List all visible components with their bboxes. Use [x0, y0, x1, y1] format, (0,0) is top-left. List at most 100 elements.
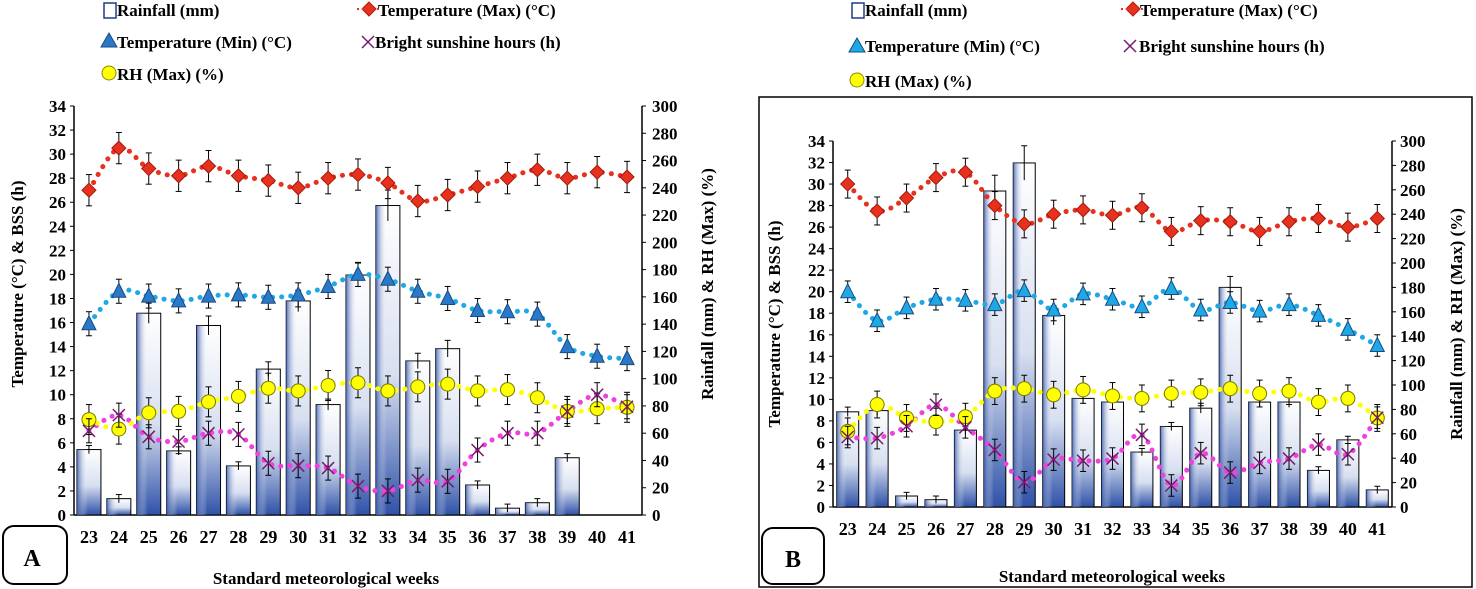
tmin-point	[1104, 287, 1121, 311]
tmax-point	[928, 163, 944, 193]
rh-points-a	[81, 367, 635, 445]
legend-rh-marker-a	[101, 65, 117, 81]
y-right-tick-label: 160	[1400, 303, 1426, 322]
tmax-point	[469, 170, 486, 203]
x-tick-label: 31	[319, 527, 337, 547]
tmax-point	[410, 184, 426, 218]
rainfall-bar	[1042, 305, 1066, 508]
tmax-point	[111, 131, 127, 165]
y-axis-left-title-a: Temperature (°C) & BSS (h)	[8, 180, 27, 387]
x-axis-title-b: Standard meteorological weeks	[999, 567, 1226, 586]
y-left-tick-label: 16	[808, 326, 825, 345]
y-left-tick-label: 10	[49, 386, 66, 405]
x-tick-label: 25	[140, 527, 158, 547]
bss-point	[441, 468, 455, 494]
tmax-points-b	[840, 157, 1385, 246]
y-left-tick-label: 20	[49, 265, 66, 284]
rainfall-bar	[1130, 447, 1154, 508]
x-tick-label: 23	[80, 527, 98, 547]
y-right-tick-label: 300	[1400, 132, 1426, 151]
tmin-point	[290, 282, 307, 308]
bss-point	[870, 426, 884, 450]
x-tick-label: 32	[1104, 519, 1122, 539]
bss-point	[1017, 470, 1031, 494]
rh-point	[290, 375, 306, 407]
x-tick-label: 39	[558, 527, 576, 547]
plot-frame-b	[758, 96, 1473, 588]
bss-point	[321, 455, 335, 481]
tmax-point	[320, 162, 336, 195]
bss-point	[201, 420, 216, 446]
legend-rh-marker-b	[849, 72, 865, 88]
rh-point	[1281, 377, 1297, 406]
bss-point	[411, 467, 425, 493]
rh-point	[499, 374, 515, 406]
y-right-tick-label: 40	[1400, 449, 1417, 468]
tmin-point	[957, 289, 974, 312]
y-left-tick-label: 28	[808, 197, 825, 216]
legend-tmin-marker-a	[100, 31, 118, 48]
bss-point	[291, 453, 305, 479]
tmin-points-a	[81, 261, 635, 372]
tmax-point	[898, 183, 915, 213]
y-left-tick-label: 14	[808, 347, 826, 366]
bss-points-a	[82, 382, 634, 504]
y-right-tick-label: 260	[1400, 181, 1426, 200]
rh-point	[987, 377, 1003, 406]
rainfall-bar	[895, 491, 919, 508]
tmin-point	[1016, 279, 1033, 302]
tmin-point	[320, 273, 336, 299]
rainfall-bar	[924, 495, 948, 508]
y-right-tick-label: 40	[652, 451, 669, 470]
x-tick-label: 41	[1368, 519, 1386, 539]
x-tick-label: 24	[868, 519, 886, 539]
y-left-tick-label: 32	[49, 121, 66, 140]
tmin-point	[140, 283, 157, 309]
tmin-point	[230, 282, 247, 308]
bss-point	[841, 425, 855, 449]
tmin-point	[869, 309, 885, 333]
rainfall-bar	[1012, 145, 1036, 508]
y-axis-right-title-a: Rainfall (mm) & RH (Max) (%)	[698, 168, 717, 400]
tmin-point	[559, 334, 576, 360]
y-left-tick-label: 2	[817, 476, 826, 495]
rh-point	[230, 380, 246, 412]
rainfall-bar	[1336, 435, 1360, 508]
y-left-tick-label: 4	[817, 455, 826, 474]
rh-point	[1252, 379, 1268, 408]
tmin-point	[839, 280, 856, 303]
bss-point	[231, 421, 245, 447]
bss-point	[1194, 441, 1208, 465]
tmax-point	[81, 174, 97, 207]
tmin-point	[499, 299, 516, 325]
y-right-tick-label: 60	[652, 424, 669, 443]
y-right-tick-label: 220	[1400, 230, 1426, 249]
legend-a: Rainfall (mm) Temperature (Max) (°C) Tem…	[100, 1, 561, 84]
rh-point	[320, 369, 336, 401]
x-tick-label: 40	[1339, 519, 1357, 539]
bss-point	[1282, 447, 1296, 470]
rainfall-bar	[106, 494, 132, 516]
bss-point	[142, 424, 156, 450]
tmin-point	[81, 311, 97, 337]
tmax-point	[1251, 216, 1268, 246]
tmax-point	[987, 191, 1003, 221]
rh-point	[1310, 388, 1326, 416]
y-left-tick-label: 26	[49, 193, 66, 212]
x-tick-label: 34	[409, 527, 427, 547]
rh-point	[1016, 374, 1032, 403]
y-left-tick-label: 12	[808, 369, 825, 388]
y-left-tick-label: 34	[808, 132, 826, 151]
rh-point	[440, 368, 456, 400]
x-tick-label: 40	[588, 527, 606, 547]
rh-point	[1163, 379, 1179, 408]
tmax-point	[1222, 207, 1238, 237]
y-left-tick-label: 12	[49, 362, 66, 381]
legend-rainfall-label-b: Rainfall (mm)	[865, 1, 967, 20]
bss-point	[1223, 461, 1237, 484]
y-left-tick-label: 28	[49, 169, 66, 188]
x-tick-label: 24	[110, 527, 128, 547]
tmax-point	[380, 166, 396, 200]
y-right-tick-label: 300	[652, 97, 678, 116]
x-tick-label: 35	[439, 527, 457, 547]
